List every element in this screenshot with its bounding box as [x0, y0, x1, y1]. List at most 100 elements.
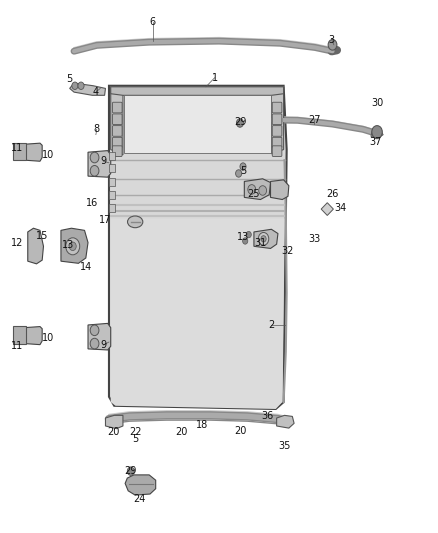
Polygon shape	[13, 326, 26, 344]
Text: 20: 20	[234, 426, 246, 437]
Polygon shape	[70, 83, 106, 95]
Polygon shape	[88, 151, 111, 177]
Circle shape	[127, 467, 134, 475]
Circle shape	[237, 119, 244, 127]
Circle shape	[236, 169, 242, 177]
Polygon shape	[109, 86, 287, 409]
Circle shape	[259, 185, 267, 195]
Text: 20: 20	[107, 427, 120, 438]
Text: 4: 4	[93, 87, 99, 97]
Text: 11: 11	[11, 143, 23, 154]
FancyBboxPatch shape	[113, 114, 122, 125]
Circle shape	[240, 163, 246, 170]
Circle shape	[90, 325, 99, 336]
Polygon shape	[271, 180, 289, 199]
Text: 17: 17	[99, 215, 112, 225]
Text: 16: 16	[86, 198, 99, 208]
Polygon shape	[61, 228, 88, 263]
Text: 35: 35	[278, 441, 291, 451]
Text: 26: 26	[326, 189, 339, 199]
Text: 8: 8	[94, 124, 100, 134]
Circle shape	[90, 152, 99, 163]
Text: 29: 29	[234, 117, 246, 127]
Circle shape	[78, 82, 84, 90]
Text: 10: 10	[42, 333, 54, 343]
Text: 13: 13	[237, 232, 249, 243]
Text: 3: 3	[328, 35, 335, 44]
Polygon shape	[272, 87, 284, 154]
Circle shape	[372, 126, 382, 139]
Text: 33: 33	[308, 234, 320, 244]
Polygon shape	[13, 143, 26, 160]
Polygon shape	[106, 415, 123, 429]
Text: 13: 13	[62, 240, 74, 250]
Circle shape	[66, 238, 80, 255]
Bar	[109, 165, 115, 172]
Text: 29: 29	[125, 466, 137, 476]
Text: 31: 31	[254, 238, 267, 247]
Polygon shape	[25, 143, 42, 161]
Circle shape	[90, 338, 99, 349]
Circle shape	[328, 39, 337, 50]
Text: 5: 5	[240, 166, 247, 176]
Text: 24: 24	[133, 494, 146, 504]
FancyBboxPatch shape	[272, 138, 282, 148]
Text: 37: 37	[369, 136, 381, 147]
Text: 22: 22	[129, 427, 141, 438]
Text: 27: 27	[308, 115, 321, 125]
Circle shape	[69, 242, 76, 251]
Bar	[109, 204, 115, 212]
Circle shape	[258, 232, 269, 245]
FancyBboxPatch shape	[272, 114, 282, 125]
Text: 36: 36	[262, 411, 274, 422]
Polygon shape	[88, 324, 111, 350]
Polygon shape	[124, 95, 271, 153]
FancyBboxPatch shape	[272, 126, 282, 136]
Text: 12: 12	[11, 238, 24, 247]
Polygon shape	[25, 327, 42, 345]
Polygon shape	[111, 219, 285, 409]
FancyBboxPatch shape	[113, 102, 122, 113]
Bar	[109, 191, 115, 199]
Polygon shape	[28, 228, 43, 264]
Polygon shape	[277, 415, 294, 428]
Text: 5: 5	[132, 434, 138, 445]
Text: 10: 10	[42, 150, 54, 160]
Text: 18: 18	[196, 420, 208, 430]
Text: 6: 6	[149, 17, 155, 27]
Text: 34: 34	[334, 203, 346, 213]
Text: 11: 11	[11, 341, 23, 351]
Text: 25: 25	[247, 189, 259, 199]
Polygon shape	[371, 130, 383, 139]
Circle shape	[248, 184, 256, 194]
Circle shape	[90, 165, 99, 176]
Polygon shape	[111, 87, 284, 95]
Text: 20: 20	[176, 427, 188, 438]
FancyBboxPatch shape	[113, 146, 122, 157]
FancyBboxPatch shape	[113, 138, 122, 148]
Polygon shape	[244, 179, 271, 199]
FancyBboxPatch shape	[272, 102, 282, 113]
Circle shape	[261, 236, 266, 242]
Text: 2: 2	[268, 320, 275, 330]
Circle shape	[246, 231, 251, 238]
Polygon shape	[321, 203, 333, 215]
Text: 32: 32	[282, 246, 294, 255]
Text: 1: 1	[212, 73, 218, 83]
Text: 14: 14	[80, 262, 92, 271]
Text: 9: 9	[100, 340, 106, 350]
Bar	[109, 177, 115, 185]
Circle shape	[243, 238, 248, 244]
Polygon shape	[111, 87, 123, 155]
Circle shape	[72, 82, 78, 90]
FancyBboxPatch shape	[113, 126, 122, 136]
Text: 15: 15	[36, 231, 48, 241]
Text: 9: 9	[100, 156, 106, 166]
Ellipse shape	[127, 216, 143, 228]
Text: 5: 5	[66, 75, 72, 84]
FancyBboxPatch shape	[272, 146, 282, 157]
Polygon shape	[254, 229, 278, 248]
Polygon shape	[125, 475, 155, 495]
Text: 30: 30	[371, 98, 383, 108]
Bar	[109, 152, 115, 160]
